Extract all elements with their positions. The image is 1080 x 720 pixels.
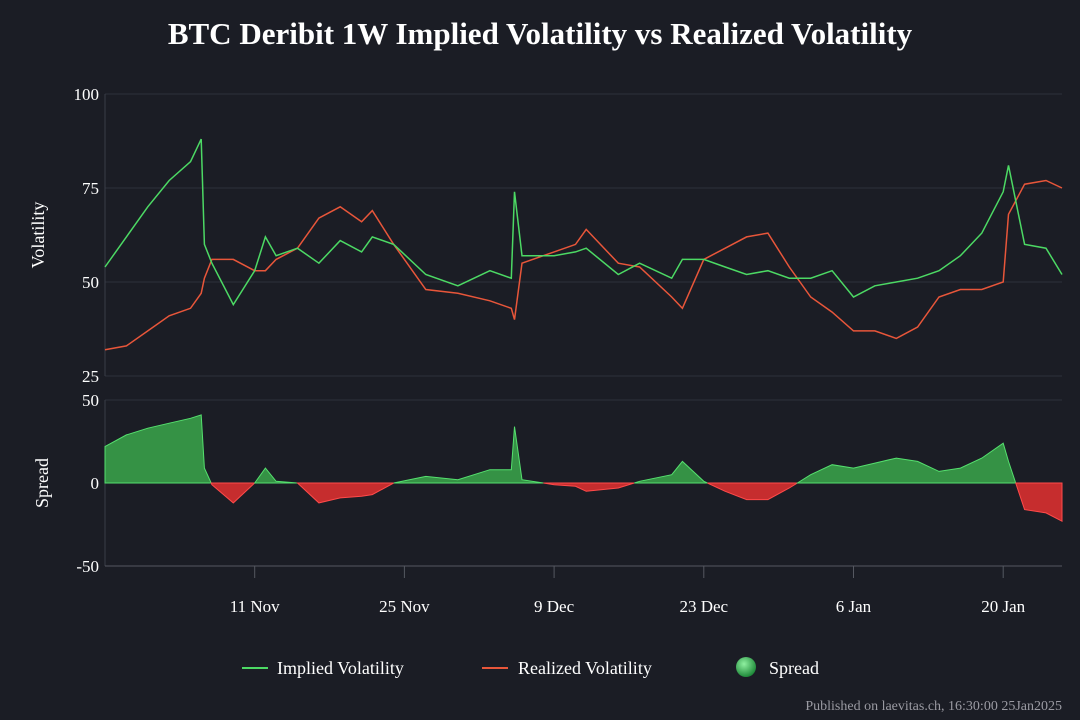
top-y-tick-label: 25 (82, 367, 99, 386)
x-tick-label: 20 Jan (981, 597, 1025, 616)
spread-positive-area (795, 442, 1017, 484)
legend: Implied Volatility Realized Volatility S… (242, 657, 819, 678)
bottom-y-axis-label: Spread (32, 458, 52, 508)
spread-positive-area (393, 426, 544, 484)
legend-item-realized-volatility[interactable]: Realized Volatility (482, 658, 652, 678)
implied-volatility-line (104, 138, 1063, 307)
spread-negative-area (543, 482, 635, 492)
x-tick-label: 9 Dec (534, 597, 575, 616)
bottom-y-tick-label: 50 (82, 391, 99, 410)
legend-item-spread[interactable]: Spread (736, 657, 819, 678)
x-tick-label: 25 Nov (379, 597, 430, 616)
spread-positive-area (253, 467, 298, 484)
x-axis-ticks: 11 Nov 25 Nov 9 Dec 23 Dec 6 Jan 20 Jan (230, 566, 1026, 616)
x-tick-label: 6 Jan (836, 597, 872, 616)
spread-positive-area (104, 414, 212, 484)
footer-text: Published on laevitas.ch, 16:30:00 25Jan… (805, 699, 1062, 714)
top-panel-grid: 25 50 75 100 (74, 85, 1062, 386)
legend-spread-swatch (736, 657, 756, 677)
spread-negative-area (707, 482, 800, 501)
bottom-y-tick-label: 0 (91, 474, 100, 493)
spread-negative-area (1015, 482, 1063, 523)
spread-positive-area (634, 460, 708, 484)
spread-area (104, 414, 1063, 523)
top-y-axis-label: Volatility (28, 202, 48, 269)
top-y-tick-label: 100 (74, 85, 100, 104)
legend-rv-label: Realized Volatility (518, 658, 652, 678)
spread-negative-area (210, 482, 256, 504)
x-tick-label: 23 Dec (679, 597, 728, 616)
legend-spread-label: Spread (769, 658, 819, 678)
bottom-y-tick-label: -50 (76, 557, 99, 576)
legend-iv-label: Implied Volatility (277, 658, 404, 678)
chart-title: BTC Deribit 1W Implied Volatility vs Rea… (168, 16, 913, 51)
realized-volatility-line (104, 179, 1063, 351)
spread-negative-area (296, 482, 394, 504)
top-y-tick-label: 50 (82, 273, 99, 292)
legend-item-implied-volatility[interactable]: Implied Volatility (242, 658, 404, 678)
top-y-tick-label: 75 (82, 179, 99, 198)
x-tick-label: 11 Nov (230, 597, 280, 616)
